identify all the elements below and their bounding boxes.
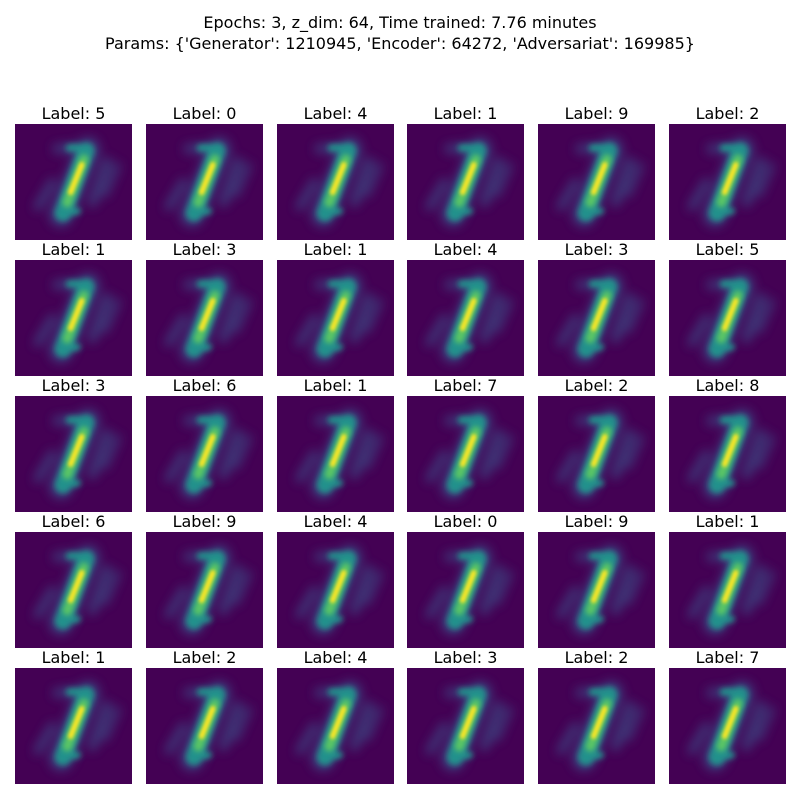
panel-label: Label: 1 [303,240,368,259]
panel-label: Label: 5 [41,104,106,123]
digit-panel: Label: 6 [15,512,132,648]
generated-digit-image [15,260,132,376]
generated-digit-image [15,124,132,240]
generated-digit-image [669,532,786,648]
panel-label: Label: 9 [172,512,237,531]
generated-digit-image [277,532,394,648]
digit-panel: Label: 7 [669,648,786,784]
generated-digit-image [669,124,786,240]
digit-panel: Label: 1 [407,104,524,240]
panel-label: Label: 0 [433,512,498,531]
digit-panel: Label: 0 [407,512,524,648]
generated-digit-image [146,124,263,240]
generated-digit-image [277,396,394,512]
panel-label: Label: 9 [564,512,629,531]
generated-digit-image [538,124,655,240]
panel-label: Label: 3 [172,240,237,259]
digit-panel: Label: 1 [15,240,132,376]
digit-panel: Label: 1 [15,648,132,784]
panel-label: Label: 0 [172,104,237,123]
digit-panel: Label: 4 [407,240,524,376]
panel-label: Label: 3 [41,376,106,395]
panel-label: Label: 3 [433,648,498,667]
panel-label: Label: 2 [564,376,629,395]
digit-panel: Label: 1 [669,512,786,648]
generated-digit-image [407,260,524,376]
generated-digit-image [669,668,786,784]
generated-digit-image [277,124,394,240]
generated-digit-image [407,668,524,784]
panel-label: Label: 1 [41,240,106,259]
digit-panel: Label: 3 [15,376,132,512]
digit-panel: Label: 0 [146,104,263,240]
panel-label: Label: 6 [172,376,237,395]
digit-panel: Label: 6 [146,376,263,512]
generated-digit-image [15,396,132,512]
digit-panel: Label: 1 [277,376,394,512]
panel-label: Label: 4 [303,512,368,531]
panel-label: Label: 2 [564,648,629,667]
panel-label: Label: 4 [303,648,368,667]
digit-panel: Label: 2 [669,104,786,240]
panel-label: Label: 1 [433,104,498,123]
digit-panel: Label: 5 [669,240,786,376]
generated-digit-image [15,668,132,784]
digit-panel: Label: 5 [15,104,132,240]
generated-digit-image [538,668,655,784]
generated-digit-image [669,396,786,512]
generated-digit-image [538,260,655,376]
panel-label: Label: 4 [433,240,498,259]
panel-label: Label: 1 [303,376,368,395]
generated-digit-image [407,124,524,240]
digit-panel: Label: 3 [146,240,263,376]
digit-panel: Label: 8 [669,376,786,512]
panel-label: Label: 2 [172,648,237,667]
digit-panel: Label: 4 [277,512,394,648]
panel-label: Label: 2 [695,104,760,123]
digit-panel: Label: 2 [146,648,263,784]
digit-panel: Label: 3 [407,648,524,784]
generated-digit-image [146,668,263,784]
generated-digit-image [407,532,524,648]
digit-panel: Label: 7 [407,376,524,512]
generated-digit-image [146,260,263,376]
generated-digit-image [146,396,263,512]
generated-digit-image [407,396,524,512]
panel-label: Label: 7 [433,376,498,395]
generated-digit-image [15,532,132,648]
panel-label: Label: 3 [564,240,629,259]
digit-panel: Label: 2 [538,376,655,512]
generated-digit-image [538,532,655,648]
panel-label: Label: 6 [41,512,106,531]
generated-digit-image [146,532,263,648]
digit-panel: Label: 4 [277,104,394,240]
panel-label: Label: 8 [695,376,760,395]
digit-panel: Label: 9 [538,512,655,648]
generated-digit-image [277,668,394,784]
generated-digit-image [538,396,655,512]
panel-label: Label: 5 [695,240,760,259]
panel-label: Label: 1 [41,648,106,667]
digit-panel: Label: 2 [538,648,655,784]
digit-panel: Label: 9 [538,104,655,240]
panel-label: Label: 7 [695,648,760,667]
digit-panel: Label: 4 [277,648,394,784]
generated-digit-image [669,260,786,376]
figure-title-line-1: Epochs: 3, z_dim: 64, Time trained: 7.76… [203,13,597,32]
figure-title-line-2: Params: {'Generator': 1210945, 'Encoder'… [105,34,695,53]
panel-label: Label: 1 [695,512,760,531]
digit-panel: Label: 9 [146,512,263,648]
panel-label: Label: 9 [564,104,629,123]
panel-label: Label: 4 [303,104,368,123]
digit-panel: Label: 1 [277,240,394,376]
digit-panel: Label: 3 [538,240,655,376]
generated-digit-image [277,260,394,376]
